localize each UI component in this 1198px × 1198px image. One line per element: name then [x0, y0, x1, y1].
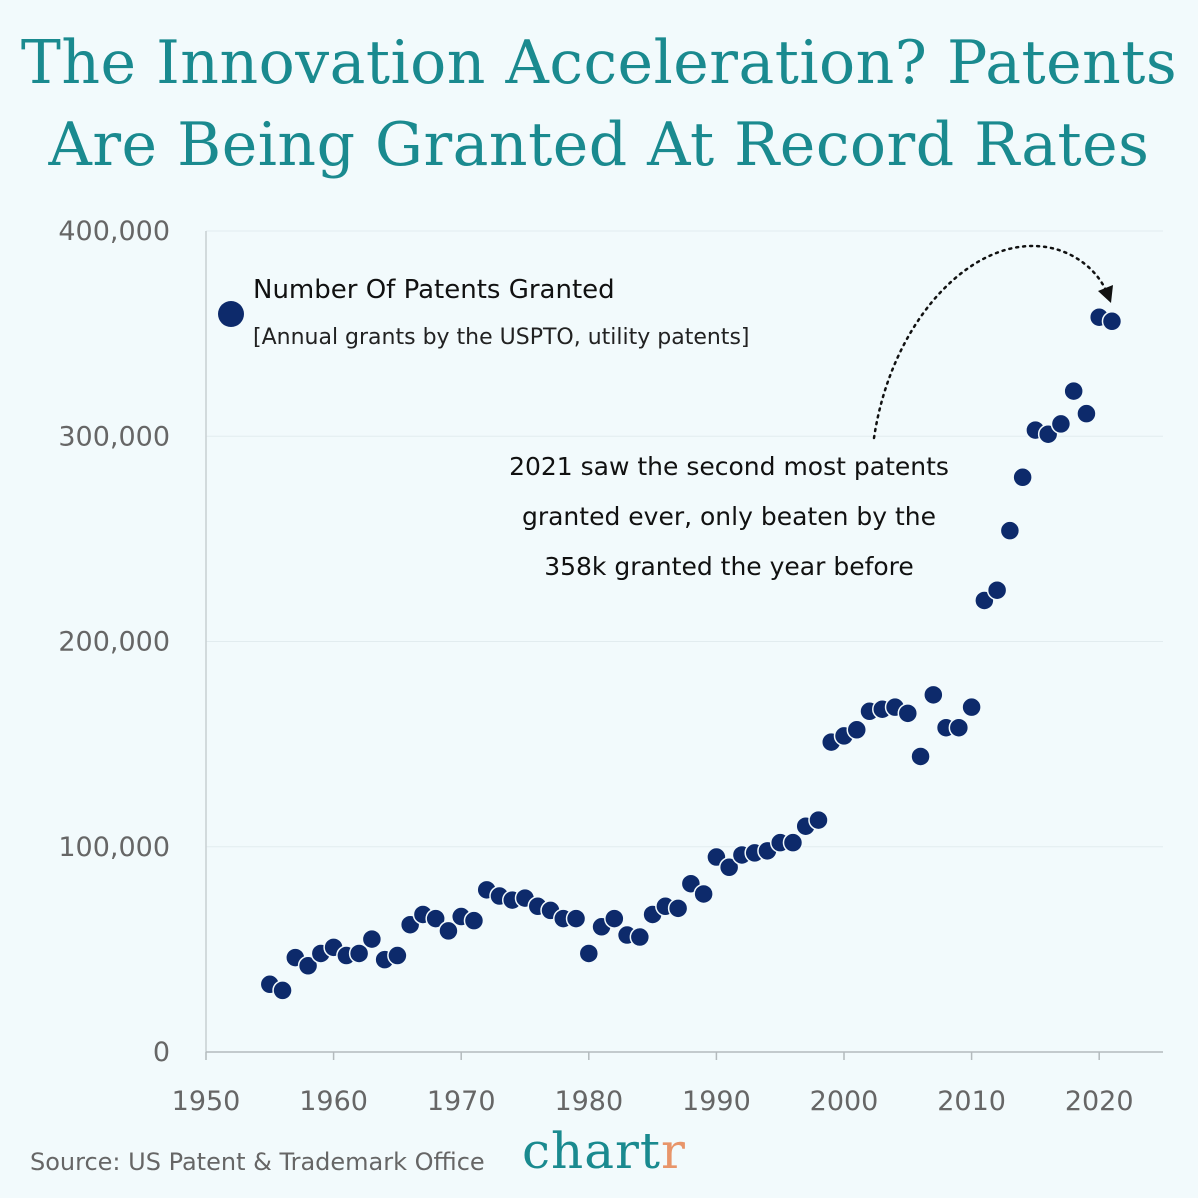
annotation-line-1: 2021 saw the second most patents — [509, 452, 949, 481]
x-tick-label: 1970 — [427, 1086, 496, 1117]
annotation-arrow — [872, 244, 1109, 440]
x-tick-label: 2020 — [1065, 1086, 1134, 1117]
data-point — [1012, 467, 1033, 488]
x-tick-labels: 1950 1960 1970 1980 1990 2000 2010 2020 — [172, 1086, 1134, 1117]
grid-lines — [206, 230, 1163, 848]
chart-title: The Innovation Acceleration? Patents Are… — [0, 22, 1198, 186]
x-tick-label: 1990 — [682, 1086, 751, 1117]
data-point — [808, 809, 829, 831]
y-tick-labels: 0 100,000 200,000 300,000 400,000 — [58, 216, 170, 1068]
data-point — [718, 857, 740, 878]
y-tick-label: 400,000 — [58, 216, 170, 247]
data-point — [463, 910, 485, 931]
data-point — [910, 746, 931, 767]
data-points — [259, 306, 1123, 1001]
chart-title-line-2: Are Being Granted At Record Rates — [48, 110, 1150, 180]
legend-title: Number Of Patents Granted — [253, 275, 615, 305]
legend: Number Of Patents Granted [Annual grants… — [218, 275, 749, 350]
data-point — [986, 579, 1008, 601]
data-point — [565, 908, 587, 929]
y-tick-label: 100,000 — [58, 832, 170, 863]
data-point — [438, 920, 459, 942]
data-point — [693, 883, 714, 905]
x-tick-label: 1980 — [554, 1086, 623, 1117]
data-point — [948, 717, 970, 738]
brand-logo: chartr — [522, 1122, 686, 1180]
data-point — [425, 908, 446, 929]
data-point — [604, 908, 625, 929]
y-tick-label: 0 — [153, 1037, 170, 1068]
chart-title-line-1: The Innovation Acceleration? Patents — [20, 28, 1178, 98]
annotation-arrowhead — [1098, 285, 1113, 303]
annotation-line-2: granted ever, only beaten by the — [522, 502, 936, 531]
data-point — [923, 684, 944, 706]
x-tick-label: 1950 — [172, 1086, 241, 1117]
data-point — [999, 520, 1021, 541]
x-tick-label: 2000 — [810, 1086, 879, 1117]
annotation-line-3: 358k granted the year before — [544, 552, 914, 581]
x-tick-label: 2010 — [937, 1086, 1006, 1117]
data-point — [961, 696, 982, 718]
data-point — [897, 703, 919, 724]
data-point — [782, 832, 804, 853]
axes — [205, 231, 1163, 1060]
y-tick-label: 300,000 — [58, 421, 170, 452]
annotation: 2021 saw the second most patents granted… — [509, 244, 1113, 581]
data-point — [387, 945, 408, 966]
data-point — [1063, 380, 1084, 402]
data-point — [667, 898, 689, 919]
data-point — [629, 926, 651, 948]
data-point — [846, 719, 868, 741]
data-point — [578, 943, 600, 964]
data-point — [1050, 413, 1072, 435]
data-point — [297, 955, 319, 977]
data-point — [1076, 403, 1097, 424]
brand-accent: r — [661, 1122, 686, 1180]
x-tick-label: 1960 — [299, 1086, 368, 1117]
data-point — [348, 943, 370, 964]
brand-main: chart — [522, 1122, 662, 1180]
source-note: Source: US Patent & Trademark Office — [30, 1148, 485, 1176]
data-point — [1101, 311, 1123, 332]
data-point — [361, 928, 383, 950]
legend-marker — [218, 301, 244, 327]
data-point — [272, 980, 293, 1001]
legend-subtitle: [Annual grants by the USPTO, utility pat… — [253, 325, 749, 350]
y-tick-label: 200,000 — [58, 627, 170, 658]
